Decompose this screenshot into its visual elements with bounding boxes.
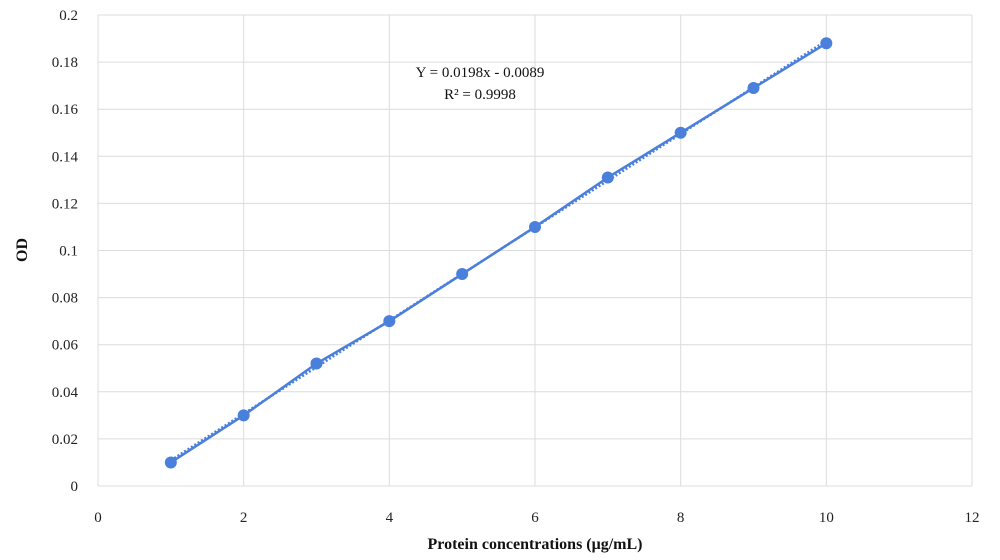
series-line-path (170, 42, 827, 464)
x-tick-label: 8 (677, 510, 685, 526)
x-tick-label: 0 (94, 510, 102, 526)
x-tick-label: 6 (531, 510, 539, 526)
data-point (747, 82, 760, 95)
data-point (601, 171, 614, 184)
data-point (383, 315, 396, 328)
data-point (529, 220, 541, 233)
y-tick-label: 0.14 (52, 149, 79, 165)
data-point (674, 126, 687, 139)
x-tick-labels: 0 2 4 6 8 10 12 (94, 510, 979, 526)
y-tick-label: 0.04 (52, 385, 79, 401)
y-tick-label: 0.16 (52, 102, 79, 118)
y-tick-label: 0.08 (52, 291, 78, 307)
data-point (237, 409, 250, 422)
y-tick-label: 0.06 (52, 338, 79, 354)
y-tick-label: 0.02 (52, 432, 78, 448)
y-tick-label: 0.1 (59, 244, 78, 260)
x-axis-title: Protein concentrations (μg/mL) (428, 536, 643, 553)
data-points (164, 37, 833, 469)
data-point (456, 268, 469, 281)
x-tick-label: 2 (240, 510, 248, 526)
r-squared-annotation: R² = 0.9998 (444, 87, 516, 103)
x-tick-label: 10 (819, 510, 834, 526)
y-axis-title: OD (14, 238, 31, 262)
x-tick-label: 12 (965, 510, 980, 526)
y-tick-label: 0 (71, 479, 79, 495)
data-point (310, 357, 323, 370)
x-tick-label: 4 (386, 510, 394, 526)
grid (97, 14, 973, 487)
series-line (170, 42, 827, 464)
y-tick-labels: 0 0.02 0.04 0.06 0.08 0.1 0.12 0.14 0.16 0.18 0.2 (52, 8, 79, 495)
data-point (820, 37, 833, 50)
data-point (164, 456, 177, 469)
y-tick-label: 0.2 (59, 8, 78, 24)
y-tick-label: 0.12 (52, 196, 78, 212)
y-tick-label: 0.18 (52, 55, 78, 71)
equation-annotation: Y = 0.0198x - 0.0089 (416, 65, 545, 81)
